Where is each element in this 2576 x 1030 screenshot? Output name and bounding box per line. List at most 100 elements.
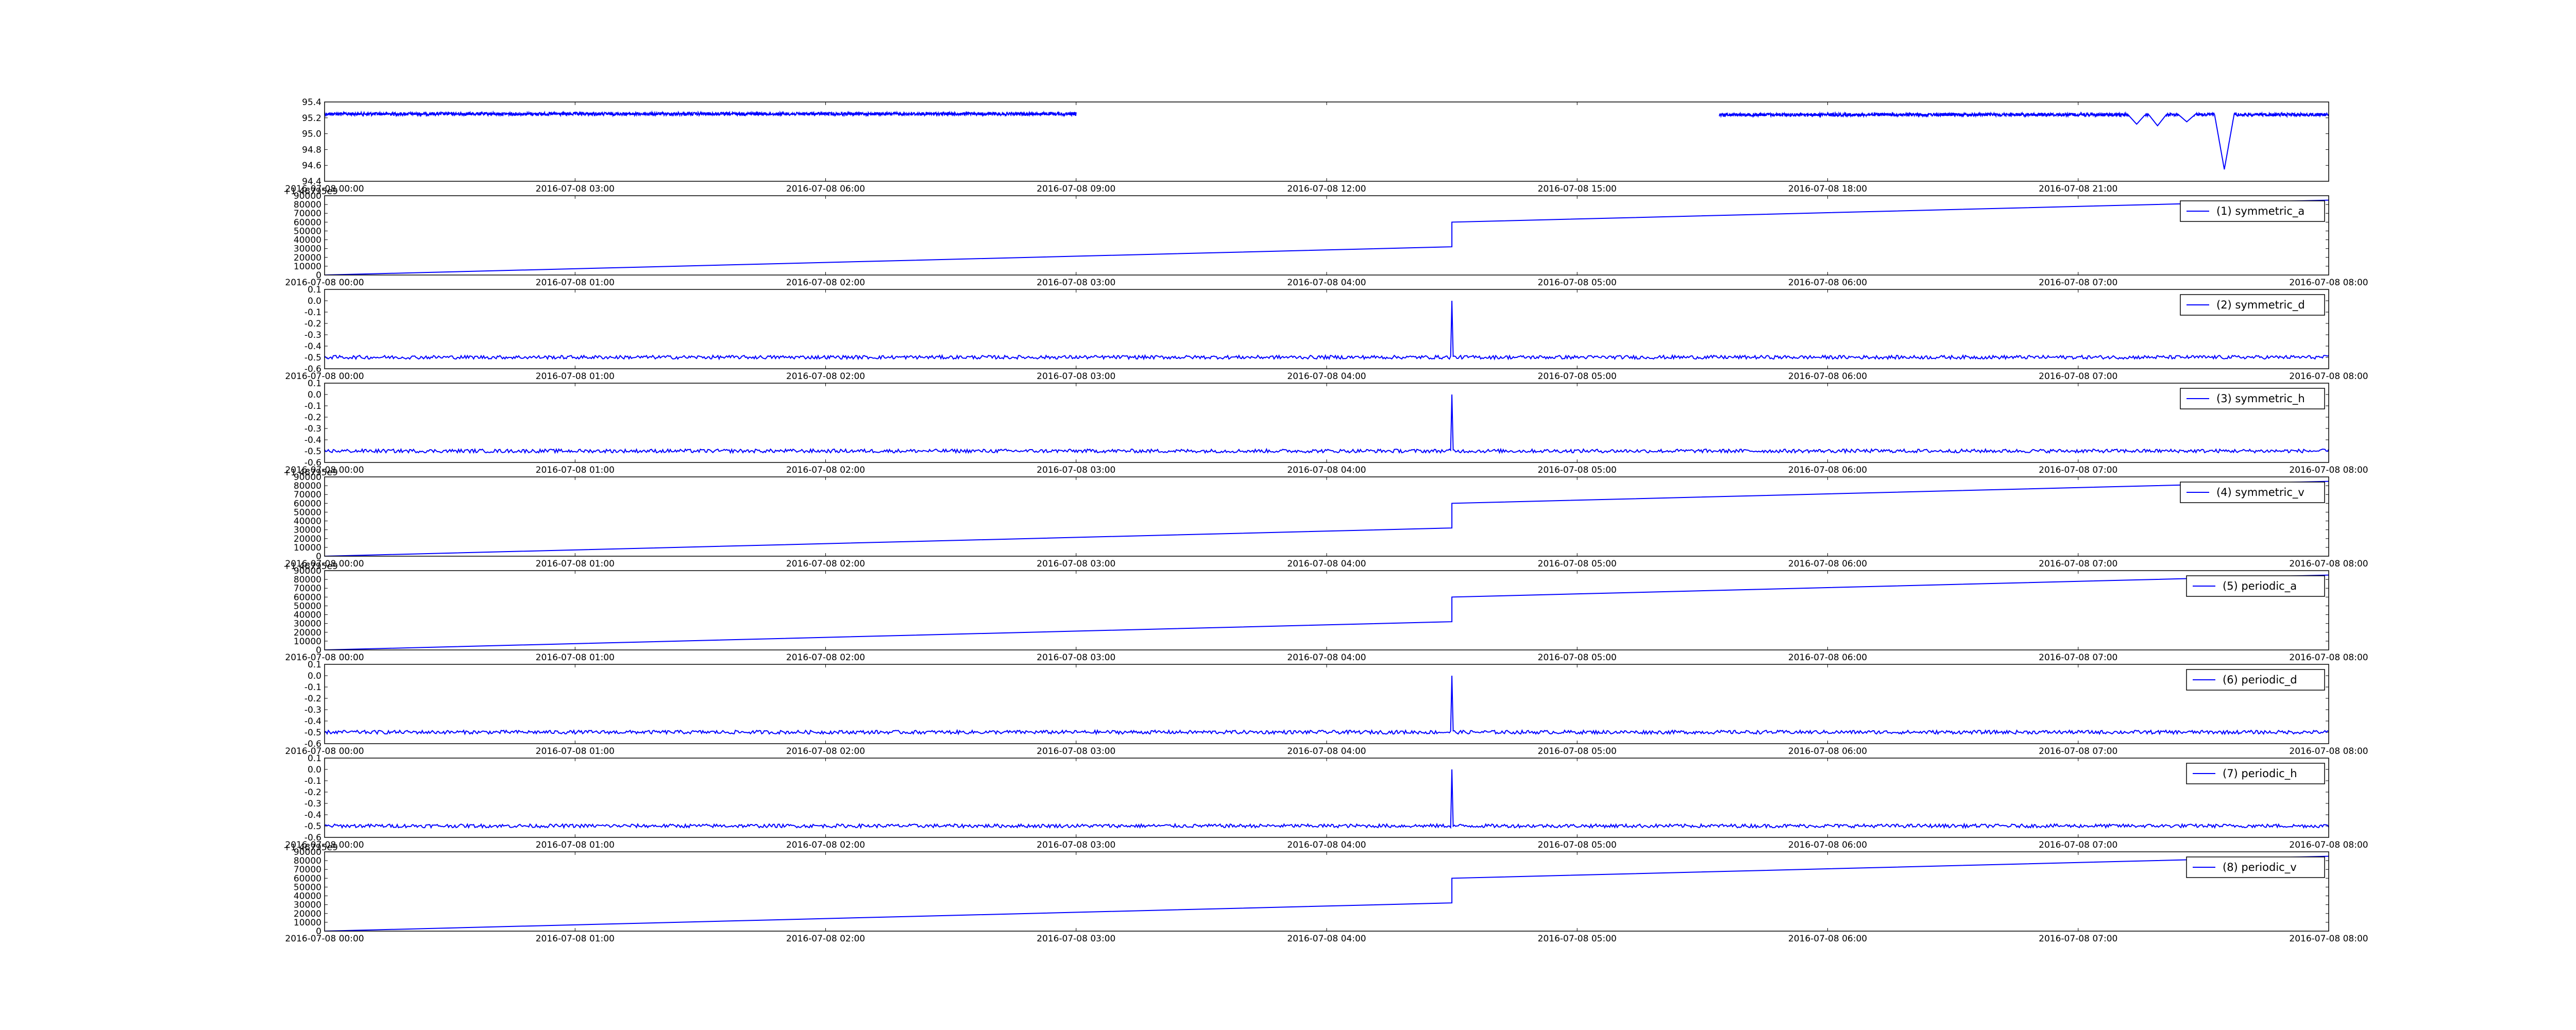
series-line bbox=[325, 199, 2329, 275]
x-tick-label: 2016-07-08 00:00 bbox=[285, 465, 364, 475]
y-tick-label: 50000 bbox=[294, 507, 321, 518]
y-tick-label: 70000 bbox=[294, 209, 321, 219]
y-tick-label: 0.1 bbox=[308, 753, 321, 764]
x-tick-label: 2016-07-08 08:00 bbox=[2289, 653, 2368, 663]
x-tick-label: 2016-07-08 04:00 bbox=[1287, 840, 1366, 850]
y-tick-label: 10000 bbox=[294, 637, 321, 647]
x-tick-label: 2016-07-08 07:00 bbox=[2039, 465, 2117, 475]
x-tick-label: 2016-07-08 01:00 bbox=[536, 465, 615, 475]
y-tick-label: 0.0 bbox=[308, 671, 321, 681]
axes-frame bbox=[324, 851, 2329, 932]
y-tick-label: 0.0 bbox=[308, 296, 321, 306]
x-tick-label: 2016-07-08 03:00 bbox=[1037, 371, 1115, 382]
subplot-9: 0100002000030000400005000060000700008000… bbox=[283, 843, 2368, 944]
x-tick-label: 2016-07-08 06:00 bbox=[1788, 465, 1867, 475]
legend-label: (7) periodic_h bbox=[2223, 767, 2297, 780]
y-tick-label: -0.5 bbox=[304, 728, 321, 738]
x-tick-label: 2016-07-08 18:00 bbox=[1788, 184, 1867, 194]
y-tick-label: -0.1 bbox=[304, 682, 321, 693]
y-tick-label: 40000 bbox=[294, 235, 321, 246]
y-tick-label: 50000 bbox=[294, 601, 321, 611]
x-tick-label: 2016-07-08 05:00 bbox=[1538, 278, 1617, 288]
x-tick-label: 2016-07-08 01:00 bbox=[536, 840, 615, 850]
series-line bbox=[325, 769, 2329, 830]
x-tick-label: 2016-07-08 01:00 bbox=[536, 371, 615, 382]
x-tick-label: 2016-07-08 02:00 bbox=[786, 653, 865, 663]
y-tick-label: 30000 bbox=[294, 619, 321, 629]
y-tick-label: 30000 bbox=[294, 244, 321, 254]
y-tick-label: 60000 bbox=[294, 592, 321, 603]
x-tick-label: 2016-07-08 00:00 bbox=[285, 746, 364, 757]
x-tick-label: 2016-07-08 08:00 bbox=[2289, 371, 2368, 382]
y-tick-label: 0.0 bbox=[308, 390, 321, 400]
y-tick-label: -0.3 bbox=[304, 424, 321, 434]
y-tick-label: 94.4 bbox=[302, 177, 321, 187]
axes-frame bbox=[324, 664, 2329, 744]
y-tick-label: -0.2 bbox=[304, 694, 321, 704]
x-tick-label: 2016-07-08 01:00 bbox=[536, 559, 615, 569]
x-tick-label: 2016-07-08 03:00 bbox=[1037, 840, 1115, 850]
subplot-2: 0100002000030000400005000060000700008000… bbox=[283, 186, 2368, 288]
x-tick-label: 2016-07-08 02:00 bbox=[786, 934, 865, 944]
y-tick-label: 0 bbox=[316, 926, 321, 937]
axes-frame bbox=[324, 101, 2329, 182]
y-tick-label: 80000 bbox=[294, 200, 321, 210]
x-tick-label: 2016-07-08 02:00 bbox=[786, 465, 865, 475]
x-tick-label: 2016-07-08 00:00 bbox=[285, 371, 364, 382]
x-tick-label: 2016-07-08 06:00 bbox=[1788, 653, 1867, 663]
x-tick-label: 2016-07-08 04:00 bbox=[1287, 653, 1366, 663]
x-tick-label: 2016-07-08 08:00 bbox=[2289, 465, 2368, 475]
legend: (2) symmetric_d bbox=[2180, 294, 2325, 316]
series-line bbox=[325, 574, 2329, 650]
y-tick-label: 50000 bbox=[294, 882, 321, 892]
legend: (1) symmetric_a bbox=[2180, 200, 2325, 222]
y-tick-label: 60000 bbox=[294, 873, 321, 884]
y-offset-label: +1.46795e9 bbox=[283, 843, 338, 853]
legend-label: (5) periodic_a bbox=[2223, 580, 2297, 593]
y-tick-label: 30000 bbox=[294, 900, 321, 911]
y-tick-label: 70000 bbox=[294, 490, 321, 500]
subplot-5: 0100002000030000400005000060000700008000… bbox=[283, 468, 2368, 569]
axes-frame bbox=[324, 383, 2329, 463]
x-tick-label: 2016-07-08 03:00 bbox=[1037, 278, 1115, 288]
x-tick-label: 2016-07-08 04:00 bbox=[1287, 559, 1366, 569]
y-tick-label: 90000 bbox=[294, 566, 321, 576]
y-tick-label: 50000 bbox=[294, 226, 321, 236]
legend: (7) periodic_h bbox=[2186, 763, 2325, 784]
series-line bbox=[325, 394, 2329, 454]
y-tick-label: 0.1 bbox=[308, 285, 321, 295]
axes-frame bbox=[324, 289, 2329, 369]
y-tick-label: 60000 bbox=[294, 217, 321, 228]
x-tick-label: 2016-07-08 05:00 bbox=[1538, 934, 1617, 944]
legend-label: (4) symmetric_v bbox=[2216, 486, 2304, 499]
x-tick-label: 2016-07-08 06:00 bbox=[1788, 278, 1867, 288]
y-offset-label: +1.46795e9 bbox=[283, 561, 338, 572]
subplot-8: -0.6-0.5-0.4-0.3-0.2-0.10.00.1 2016-07-08… bbox=[285, 753, 2368, 850]
subplot-4: -0.6-0.5 -0.4-0.3-0.2 -0.10.00.1 2016-07-08… bbox=[285, 379, 2368, 475]
legend: (4) symmetric_v bbox=[2180, 482, 2325, 503]
subplot-6: 0100002000030000400005000060000700008000… bbox=[283, 561, 2368, 663]
y-tick-label: -0.5 bbox=[304, 447, 321, 457]
y-tick-label: -0.1 bbox=[304, 307, 321, 318]
legend: (8) periodic_v bbox=[2186, 856, 2325, 878]
x-tick-label: 2016-07-08 02:00 bbox=[786, 559, 865, 569]
y-tick-label: -0.1 bbox=[304, 776, 321, 786]
x-tick-label: 2016-07-08 07:00 bbox=[2039, 371, 2117, 382]
y-tick-label: 90000 bbox=[294, 847, 321, 857]
x-tick-label: 2016-07-08 04:00 bbox=[1287, 746, 1366, 757]
x-tick-label: 2016-07-08 02:00 bbox=[786, 840, 865, 850]
y-tick-label: 0.0 bbox=[308, 765, 321, 775]
x-tick-label: 2016-07-08 08:00 bbox=[2289, 559, 2368, 569]
x-tick-label: 2016-07-08 00:00 bbox=[285, 559, 364, 569]
series-line bbox=[325, 480, 2329, 556]
x-tick-label: 2016-07-08 01:00 bbox=[536, 934, 615, 944]
x-tick-label: 2016-07-08 02:00 bbox=[786, 746, 865, 757]
y-tick-label: 20000 bbox=[294, 628, 321, 638]
x-tick-label: 2016-07-08 00:00 bbox=[285, 934, 364, 944]
y-tick-label: 20000 bbox=[294, 909, 321, 919]
y-tick-label: 40000 bbox=[294, 517, 321, 527]
series-line bbox=[325, 110, 2329, 170]
x-tick-label: 2016-07-08 05:00 bbox=[1538, 653, 1617, 663]
x-tick-label: 2016-07-08 03:00 bbox=[1037, 653, 1115, 663]
y-tick-label: -0.4 bbox=[304, 341, 321, 352]
